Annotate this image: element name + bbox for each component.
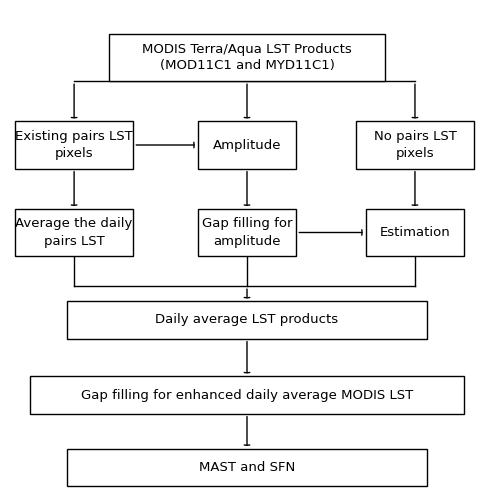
Text: Daily average LST products: Daily average LST products: [156, 314, 338, 326]
FancyBboxPatch shape: [15, 209, 133, 256]
Text: Existing pairs LST
pixels: Existing pairs LST pixels: [15, 130, 133, 160]
Text: MAST and SFN: MAST and SFN: [199, 461, 295, 474]
FancyBboxPatch shape: [366, 209, 464, 256]
FancyBboxPatch shape: [67, 449, 427, 486]
Text: Estimation: Estimation: [379, 226, 451, 239]
Text: MODIS Terra/Aqua LST Products
(MOD11C1 and MYD11C1): MODIS Terra/Aqua LST Products (MOD11C1 a…: [142, 42, 352, 72]
FancyBboxPatch shape: [109, 34, 385, 81]
FancyBboxPatch shape: [198, 209, 296, 256]
Text: Amplitude: Amplitude: [213, 138, 281, 151]
Text: Gap filling for enhanced daily average MODIS LST: Gap filling for enhanced daily average M…: [81, 388, 413, 402]
Text: Average the daily
pairs LST: Average the daily pairs LST: [15, 218, 133, 248]
FancyBboxPatch shape: [356, 121, 474, 169]
FancyBboxPatch shape: [67, 301, 427, 339]
FancyBboxPatch shape: [30, 376, 464, 414]
Text: No pairs LST
pixels: No pairs LST pixels: [373, 130, 456, 160]
FancyBboxPatch shape: [15, 121, 133, 169]
FancyBboxPatch shape: [198, 121, 296, 169]
Text: Gap filling for
amplitude: Gap filling for amplitude: [202, 218, 292, 248]
